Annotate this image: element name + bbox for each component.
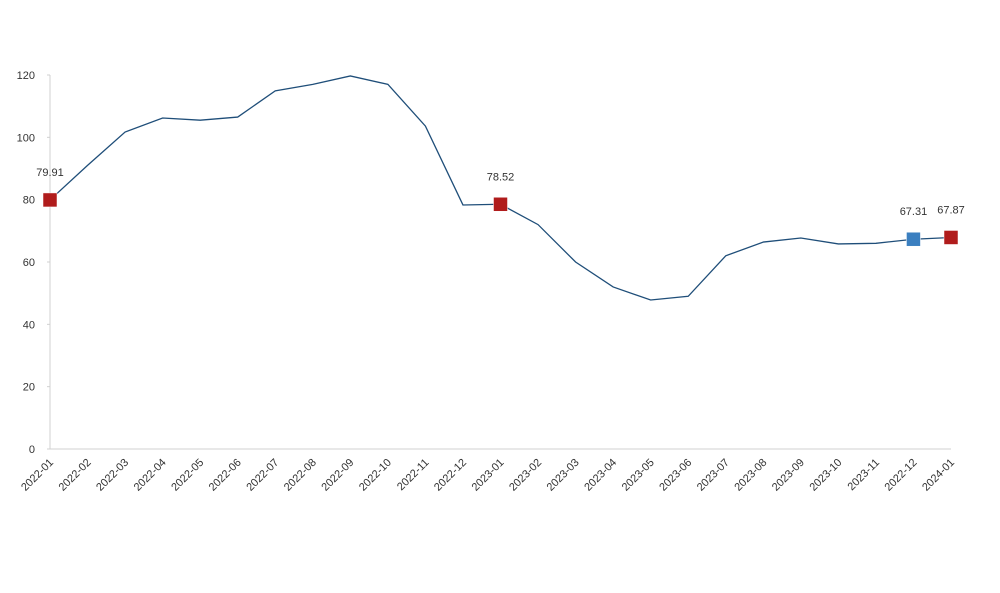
marker <box>493 197 508 212</box>
x-tick-label: 2023-06 <box>657 457 694 494</box>
x-tick-label: 2023-05 <box>620 457 657 494</box>
x-tick-label: 2022-01 <box>19 457 56 494</box>
x-tick-label: 2022-12 <box>432 457 469 494</box>
x-tick-label: 2023-01 <box>470 457 507 494</box>
x-tick-label: 2023-07 <box>695 457 732 494</box>
x-tick-label: 2022-07 <box>244 457 281 494</box>
y-tick-label: 80 <box>23 195 35 207</box>
marker <box>42 192 58 208</box>
marker <box>943 230 959 245</box>
y-tick-label: 40 <box>23 319 35 331</box>
series-line <box>49 75 952 301</box>
x-tick-label: 2023-02 <box>507 457 544 494</box>
x-tick-label: 2023-09 <box>770 457 807 494</box>
y-tick-label: 120 <box>17 70 35 82</box>
x-tick-label: 2022-02 <box>57 457 94 494</box>
x-tick-label: 2023-03 <box>545 457 582 494</box>
y-tick-label: 20 <box>23 382 35 394</box>
x-tick-label: 2022-10 <box>357 457 394 494</box>
y-tick-label: 0 <box>29 444 35 456</box>
x-tick-label: 2023-10 <box>807 457 844 494</box>
y-tick-label: 60 <box>23 257 35 269</box>
data-label: 78.52 <box>487 171 515 183</box>
x-tick-label: 2022-06 <box>207 457 244 494</box>
x-tick-label: 2023-11 <box>846 457 882 493</box>
data-label: 67.31 <box>900 206 928 218</box>
x-tick-label: 2022-08 <box>282 457 319 494</box>
x-tick-label: 2022-04 <box>132 457 169 494</box>
y-tick-label: 100 <box>17 132 35 144</box>
x-tick-label: 2022-05 <box>169 457 206 494</box>
data-label: 67.87 <box>937 204 965 216</box>
marker <box>906 231 921 247</box>
x-tick-label: 2024-01 <box>920 457 957 494</box>
x-tick-label: 2022-09 <box>319 457 356 494</box>
x-tick-label: 2022-03 <box>94 457 131 494</box>
x-tick-label: 2022-12 <box>883 457 920 494</box>
data-label: 79.91 <box>36 167 64 179</box>
x-tick-label: 2023-04 <box>582 457 619 494</box>
x-tick-label: 2023-08 <box>732 457 769 494</box>
x-tick-label: 2022-11 <box>395 457 431 493</box>
